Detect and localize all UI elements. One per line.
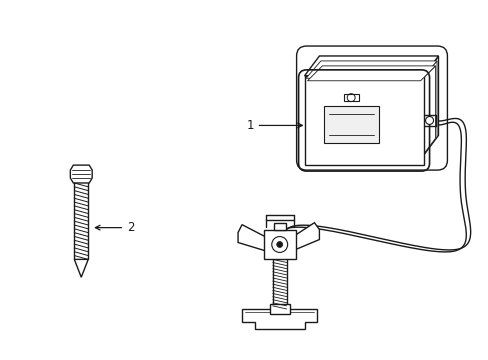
Polygon shape: [324, 105, 378, 143]
Polygon shape: [344, 94, 358, 100]
Polygon shape: [304, 56, 438, 76]
Circle shape: [276, 242, 282, 247]
Text: 1: 1: [245, 119, 302, 132]
Polygon shape: [307, 66, 435, 81]
Polygon shape: [269, 304, 289, 314]
Polygon shape: [242, 309, 317, 329]
Polygon shape: [238, 225, 270, 252]
Circle shape: [425, 117, 433, 125]
Polygon shape: [288, 223, 319, 252]
Text: 2: 2: [95, 221, 134, 234]
Polygon shape: [305, 61, 436, 78]
Polygon shape: [421, 61, 436, 157]
Polygon shape: [70, 165, 92, 183]
Polygon shape: [423, 56, 438, 155]
Polygon shape: [273, 223, 285, 230]
Polygon shape: [420, 66, 435, 158]
Polygon shape: [74, 260, 88, 277]
Polygon shape: [264, 230, 295, 260]
Polygon shape: [304, 76, 423, 165]
